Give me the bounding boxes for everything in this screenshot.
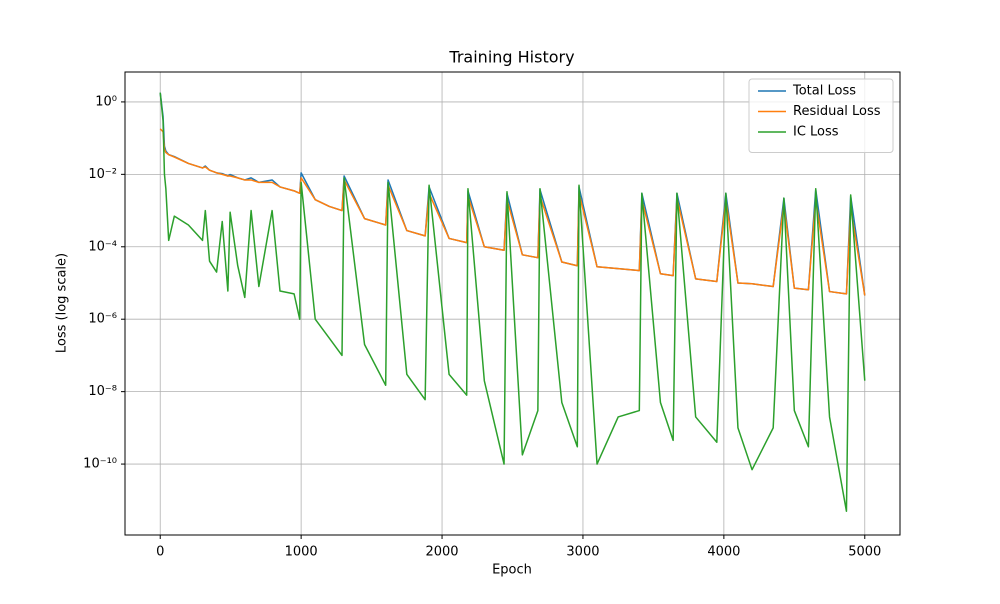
legend-label: Total Loss [792, 84, 856, 99]
y-tick-label: 10⁻² [88, 167, 117, 182]
y-tick-label: 10⁻⁸ [88, 384, 117, 399]
x-axis-label: Epoch [492, 563, 532, 578]
x-tick-label: 2000 [425, 545, 458, 560]
chart-title: Training History [448, 48, 574, 67]
x-tick-label: 1000 [285, 545, 318, 560]
legend-label: IC Loss [793, 125, 839, 140]
legend-label: Residual Loss [793, 104, 881, 119]
x-tick-label: 3000 [566, 545, 599, 560]
x-tick-label: 4000 [707, 545, 740, 560]
series-line [159, 92, 866, 512]
x-tick-label: 0 [156, 545, 164, 560]
y-tick-label: 10⁰ [95, 94, 117, 109]
y-tick-label: 10⁻⁶ [88, 312, 117, 327]
y-axis-label: Loss (log scale) [55, 253, 70, 353]
series-line [159, 128, 866, 296]
y-tick-label: 10⁻¹⁰ [83, 457, 117, 472]
legend-box [748, 78, 894, 153]
plot-frame [124, 71, 901, 536]
y-tick-label: 10⁻⁴ [88, 239, 117, 254]
x-tick-label: 5000 [848, 545, 881, 560]
